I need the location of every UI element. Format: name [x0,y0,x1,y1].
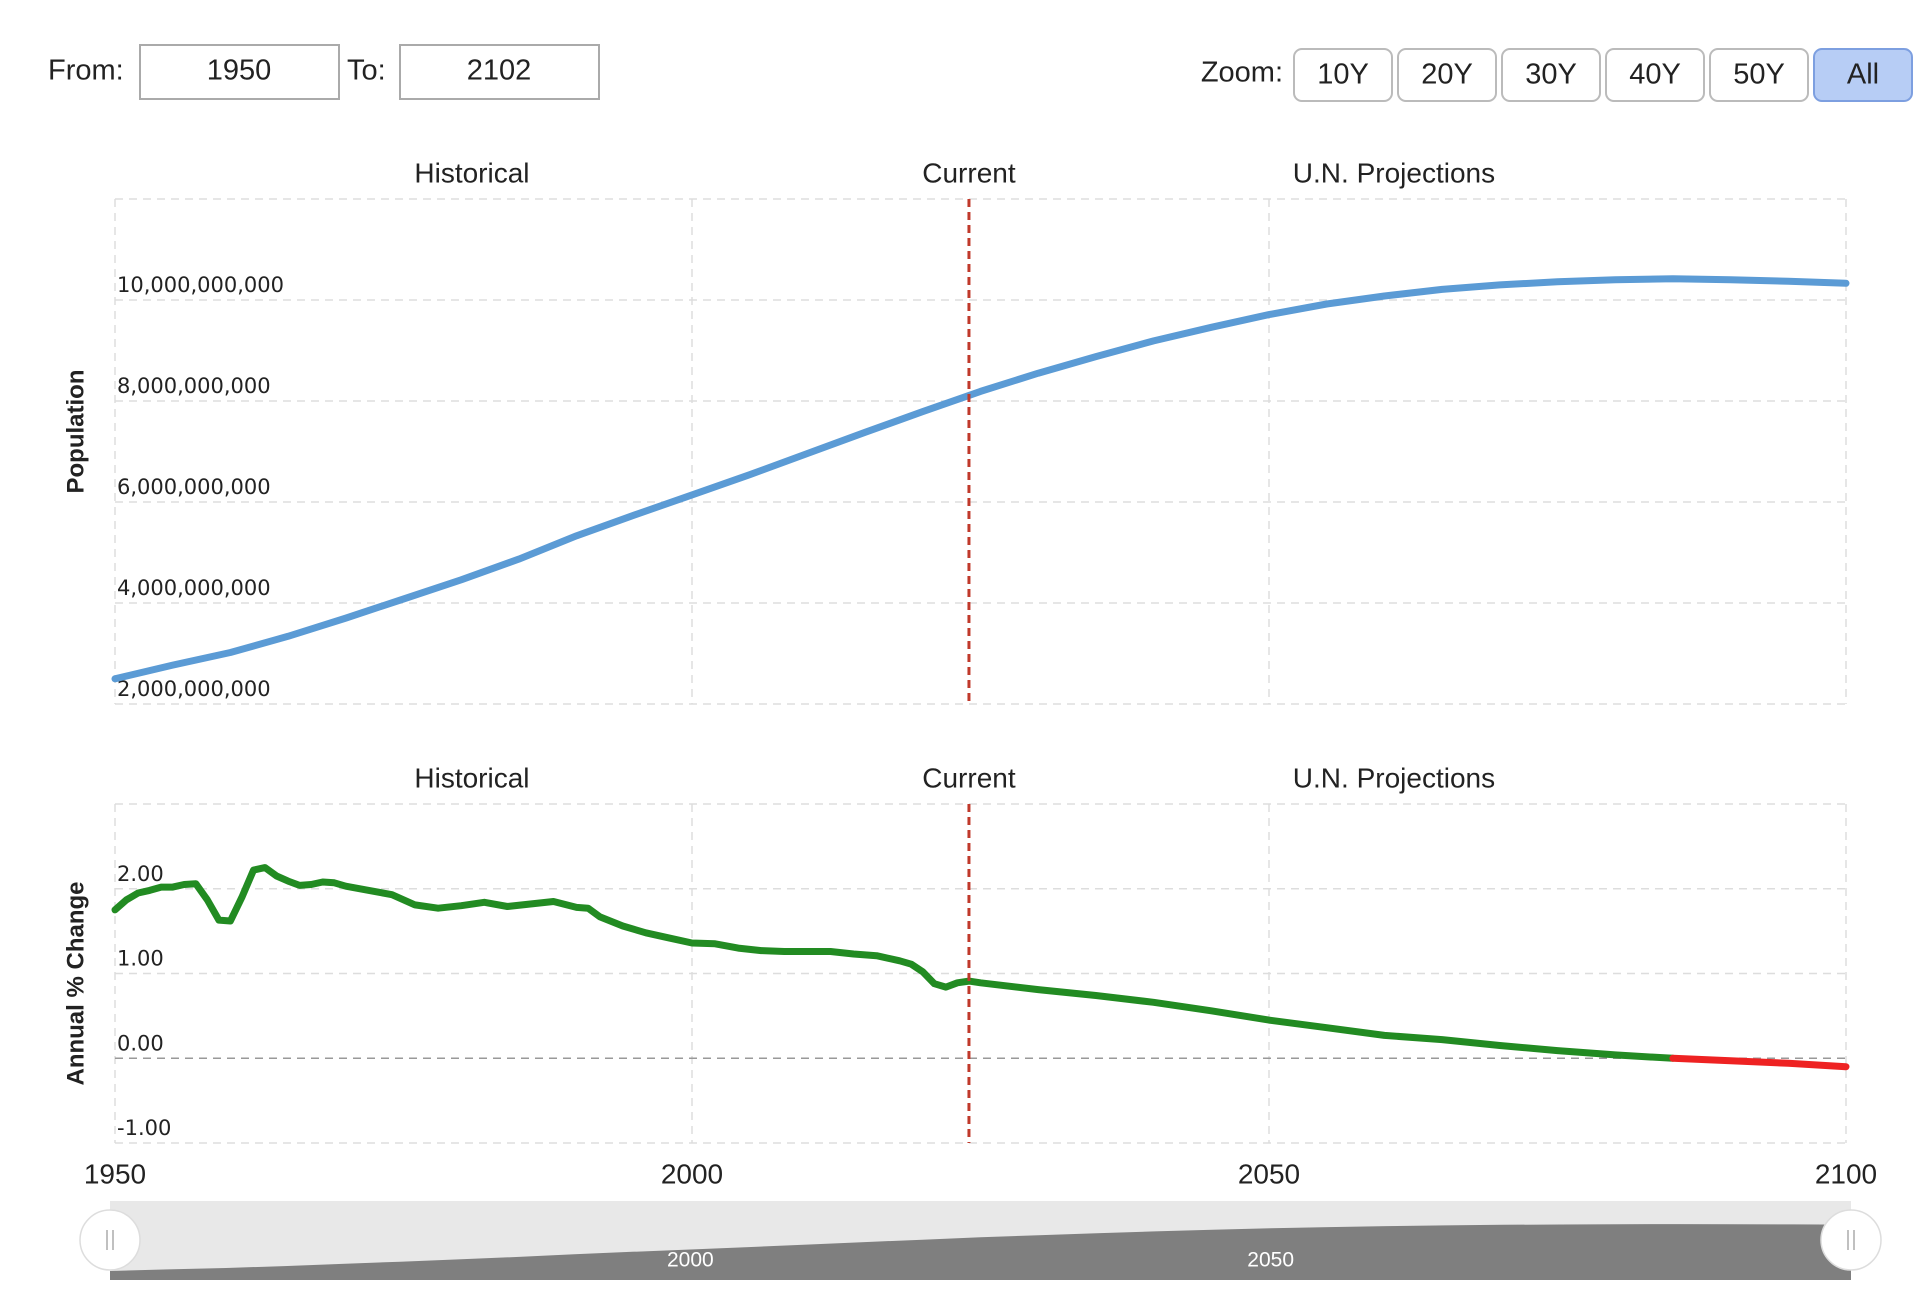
zoom-button-label[interactable]: All [1847,59,1879,91]
x-tick-label: 1950 [84,1158,146,1189]
y-axis-title: Annual % Change [62,881,89,1085]
data-line [111,275,1850,683]
zoom-button-label[interactable]: 10Y [1317,59,1369,91]
period-label: Historical [414,762,529,793]
navigator-handle[interactable] [1820,1209,1882,1271]
to-label: To: [347,55,386,87]
y-tick-label: 1.00 [117,947,164,971]
y-tick-label: 2,000,000,000 [117,677,271,701]
zoom-button[interactable] [1605,48,1705,102]
y-tick-label: 6,000,000,000 [117,475,271,499]
y-tick-label: 2.00 [117,862,164,886]
y-tick-label: 10,000,000,000 [117,273,284,297]
zoom-button[interactable] [1813,48,1913,102]
y-tick-label: -1.00 [117,1116,171,1140]
period-label: U.N. Projections [1293,762,1495,793]
x-tick-label: 2000 [661,1158,723,1189]
navigator-area [110,1224,1851,1280]
data-line [111,864,1677,1062]
zoom-button-label[interactable]: 20Y [1421,59,1473,91]
zoom-button[interactable] [1293,48,1393,102]
y-tick-label: 0.00 [117,1031,164,1055]
zoom-button[interactable] [1709,48,1809,102]
y-tick-label: 4,000,000,000 [117,576,271,600]
x-tick-label: 2100 [1815,1158,1877,1189]
zoom-button[interactable] [1501,48,1601,102]
zoom-button-label[interactable]: 30Y [1525,59,1577,91]
zoom-button-label[interactable]: 40Y [1629,59,1681,91]
navigator-label: 2050 [1247,1249,1294,1272]
period-label: Current [922,157,1016,188]
zoom-button-label[interactable]: 50Y [1733,59,1785,91]
zoom-label: Zoom: [1201,57,1283,89]
navigator-label: 2000 [667,1249,714,1272]
x-tick-label: 2050 [1238,1158,1300,1189]
zoom-button[interactable] [1397,48,1497,102]
y-tick-label: 8,000,000,000 [117,374,271,398]
navigator-handle[interactable] [79,1209,141,1271]
to-value[interactable]: 2102 [467,55,532,87]
from-value[interactable]: 1950 [207,55,272,87]
from-label: From: [48,55,124,87]
y-axis-title: Population [62,370,89,494]
to-input[interactable] [399,44,600,100]
from-input[interactable] [139,44,340,100]
data-line [1669,1054,1850,1071]
period-label: Historical [414,157,529,188]
period-label: Current [922,762,1016,793]
period-label: U.N. Projections [1293,157,1495,188]
